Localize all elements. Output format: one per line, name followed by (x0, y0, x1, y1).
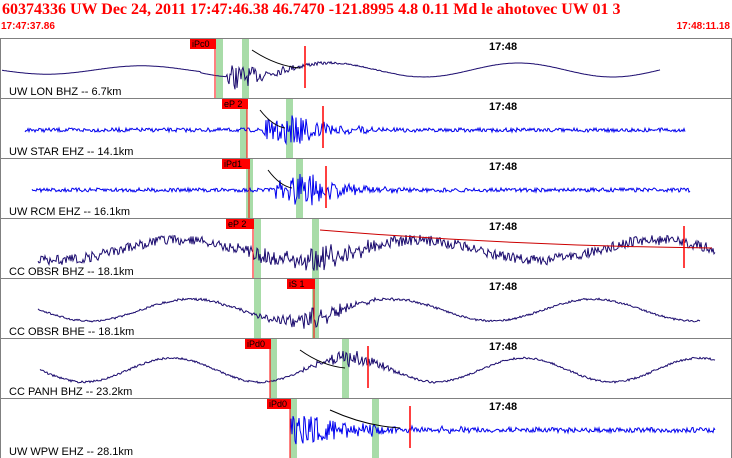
phase-pick-flag[interactable] (287, 279, 315, 289)
pick-window-band (342, 339, 349, 398)
minute-mark: 17:48 (489, 41, 517, 53)
phase-pick-flag[interactable] (267, 399, 291, 409)
phase-pick-label: iPc0 (192, 39, 210, 49)
pick-window-band (254, 279, 261, 338)
coda-fit-line (259, 109, 286, 129)
station-label: UW LON BHZ -- 6.7km (9, 86, 121, 98)
minute-mark: 17:48 (489, 341, 517, 353)
pick-window-band (372, 399, 379, 458)
station-label: CC OBSR BHZ -- 18.1km (9, 266, 134, 278)
minute-mark: 17:48 (489, 221, 517, 233)
phase-pick-flag[interactable] (190, 39, 216, 49)
minute-mark: 17:48 (489, 101, 517, 113)
phase-pick-label: eP 2 (224, 99, 242, 109)
phase-pick-label: iS 1 (289, 279, 305, 289)
phase-pick-flag[interactable] (222, 99, 248, 109)
station-label: CC PANH BHZ -- 23.2km (9, 386, 132, 398)
phase-pick-flag[interactable] (222, 159, 250, 169)
station-label: UW STAR EHZ -- 14.1km (9, 146, 133, 158)
minute-mark: 17:48 (489, 161, 517, 173)
pick-window-band (216, 39, 223, 98)
station-label: UW RCM EHZ -- 16.1km (9, 206, 130, 218)
start-time: 17:47:37.86 (1, 21, 55, 32)
coda-fit-line (251, 49, 301, 69)
seismogram-panel[interactable]: iPd0 17:48 UW WPW EHZ -- 28.1km (0, 398, 732, 458)
coda-fit-line (319, 229, 713, 249)
seismogram-panel[interactable]: eP 2 17:48 UW STAR EHZ -- 14.1km (0, 98, 732, 159)
pick-window-band (312, 279, 319, 338)
station-label: CC OBSR BHE -- 18.1km (9, 326, 134, 338)
seismogram-panel[interactable]: iPc0 17:48 UW LON BHZ -- 6.7km (0, 38, 732, 99)
phase-pick-label: iPd1 (224, 159, 242, 169)
end-time: 17:48:11.18 (676, 21, 730, 32)
coda-fit-line (267, 169, 293, 189)
phase-pick-label: eP 2 (228, 219, 246, 229)
pick-window-band (270, 339, 277, 398)
station-label: UW WPW EHZ -- 28.1km (9, 446, 133, 458)
coda-fit-line (299, 349, 346, 369)
seismogram-panel[interactable]: iPd0 17:48 CC PANH BHZ -- 23.2km (0, 338, 732, 399)
pick-window-band (312, 219, 319, 278)
phase-pick-flag[interactable] (245, 339, 271, 349)
waveform-trace (289, 415, 716, 445)
waveform-trace (24, 115, 686, 146)
pick-window-band (242, 39, 249, 98)
coda-fit-line (329, 409, 401, 429)
seismogram-panel[interactable]: iPd1 17:48 UW RCM EHZ -- 16.1km (0, 158, 732, 219)
phase-pick-flag[interactable] (226, 219, 254, 229)
phase-pick-label: iPd0 (269, 399, 287, 409)
minute-mark: 17:48 (489, 401, 517, 413)
minute-mark: 17:48 (489, 281, 517, 293)
waveform-trace (39, 350, 716, 384)
event-header: 60374336 UW Dec 24, 2011 17:47:46.38 46.… (2, 1, 621, 18)
seismogram-panel[interactable]: eP 2 17:48 CC OBSR BHZ -- 18.1km (0, 218, 732, 279)
waveform-trace (37, 296, 701, 329)
seismogram-panel[interactable]: iS 1 17:48 CC OBSR BHE -- 18.1km (0, 278, 732, 339)
waveform-trace (31, 173, 691, 206)
phase-pick-label: iPd0 (247, 339, 265, 349)
waveform-trace (1, 60, 661, 90)
waveform-trace (37, 234, 716, 271)
pick-window-band (290, 399, 297, 458)
